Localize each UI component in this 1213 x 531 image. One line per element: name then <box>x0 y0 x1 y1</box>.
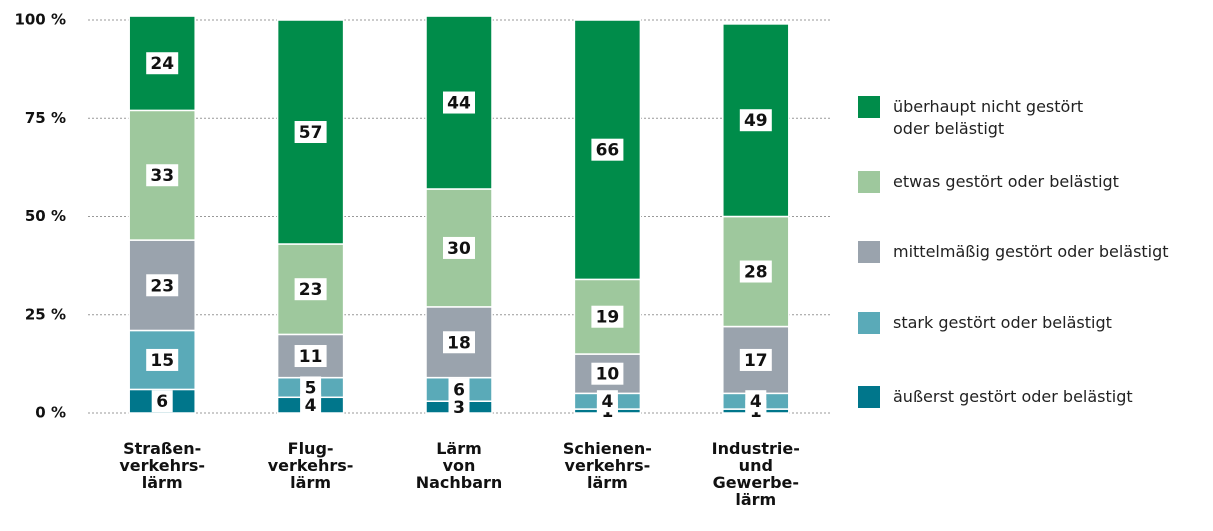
value-label-box <box>146 348 179 371</box>
value-label-box <box>448 396 470 419</box>
value-label-box <box>294 278 327 301</box>
value-label-box <box>151 390 173 413</box>
value-label: 66 <box>596 141 620 161</box>
value-label: 33 <box>150 166 174 186</box>
value-label-box <box>443 331 475 354</box>
value-label: 11 <box>299 347 323 367</box>
value-label: 30 <box>447 239 471 259</box>
value-label-box <box>294 345 327 368</box>
y-tick-label: 50 % <box>25 207 66 225</box>
value-label: 3 <box>453 398 465 418</box>
value-label-box <box>443 236 475 259</box>
legend-label: äußerst gestört oder belästigt <box>893 387 1133 406</box>
value-label-box <box>591 305 624 328</box>
value-label: 28 <box>744 263 768 283</box>
value-label: 19 <box>596 308 620 328</box>
value-label-box <box>591 138 624 161</box>
value-label-box <box>443 91 475 114</box>
value-label: 18 <box>447 333 471 353</box>
value-label: 17 <box>744 351 768 371</box>
value-label-box <box>596 390 618 413</box>
legend-swatch <box>858 171 880 193</box>
y-tick-label: 0 % <box>35 404 66 422</box>
value-label: 4 <box>601 392 613 412</box>
bar-segment <box>425 15 493 190</box>
legend-label: stark gestört oder belästigt <box>893 313 1112 332</box>
legend-swatch <box>858 312 880 334</box>
value-label: 23 <box>150 276 174 296</box>
value-label: 23 <box>299 280 323 300</box>
value-label-box <box>739 348 772 371</box>
value-labels: 6152333244511235736183044141019661417284… <box>146 52 772 423</box>
y-tick-label: 75 % <box>25 109 66 127</box>
x-tick-label: Flug- verkehrs- lärm <box>267 439 354 492</box>
value-label: 57 <box>299 123 323 143</box>
value-label-box <box>739 260 772 283</box>
value-label-box <box>300 376 322 399</box>
value-label: 6 <box>453 380 465 400</box>
y-tick-label: 25 % <box>25 305 66 323</box>
legend-label: mittelmäßig gestört oder belästigt <box>893 242 1169 261</box>
value-label-box <box>146 52 179 75</box>
legend-swatch <box>858 241 880 263</box>
x-tick-label: Lärm von Nachbarn <box>415 439 503 492</box>
value-label-box <box>294 121 327 144</box>
value-label: 5 <box>305 378 317 398</box>
legend-label: überhaupt nicht gestört oder belästigt <box>893 97 1084 138</box>
value-label: 4 <box>750 392 762 412</box>
legend-swatch <box>858 96 880 118</box>
value-label: 15 <box>150 351 174 371</box>
x-tick-label: Industrie- und Gewerbe- lärm <box>711 439 800 509</box>
y-tick-label: 100 % <box>14 11 66 29</box>
value-label-box <box>745 390 767 413</box>
value-label: 49 <box>744 111 768 131</box>
value-label-box <box>146 274 179 297</box>
value-label: 44 <box>447 94 471 114</box>
value-label: 6 <box>156 392 168 412</box>
value-label-box <box>448 378 470 401</box>
x-tick-label: Schienen- verkehrs- lärm <box>562 439 652 492</box>
value-label-box <box>146 164 179 187</box>
value-label-box <box>300 394 322 417</box>
value-label: 4 <box>305 396 317 416</box>
value-label-box <box>739 109 772 132</box>
value-label: 24 <box>150 54 174 74</box>
x-tick-label: Straßen- verkehrs- lärm <box>119 439 206 492</box>
legend-swatch <box>858 386 880 408</box>
legend-label: etwas gestört oder belästigt <box>893 172 1119 191</box>
value-label: 10 <box>596 365 620 385</box>
value-label-box <box>591 362 624 385</box>
